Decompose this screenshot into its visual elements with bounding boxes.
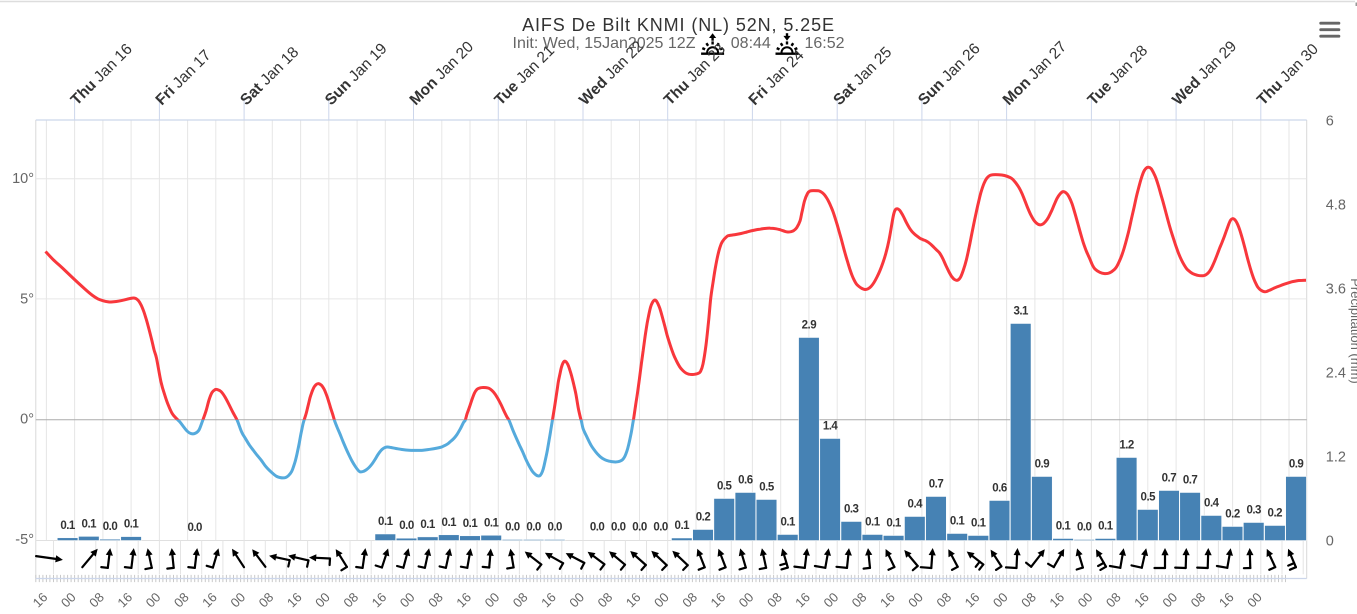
svg-text:16:52: 16:52	[804, 35, 844, 52]
svg-text:0.0: 0.0	[187, 522, 202, 534]
svg-text:0.6: 0.6	[992, 483, 1007, 495]
svg-text:0.0: 0.0	[526, 522, 541, 534]
svg-text:0.5: 0.5	[1141, 492, 1157, 504]
svg-text:0.7: 0.7	[929, 479, 944, 491]
svg-text:0.1: 0.1	[865, 517, 881, 529]
svg-text:3.1: 3.1	[1013, 306, 1029, 318]
svg-text:2.9: 2.9	[802, 320, 817, 332]
svg-text:0.1: 0.1	[675, 520, 691, 532]
svg-text:0.0: 0.0	[505, 522, 520, 534]
svg-text:0.3: 0.3	[1246, 505, 1261, 517]
svg-text:0.0: 0.0	[547, 522, 562, 534]
svg-text:0.2: 0.2	[1225, 509, 1240, 521]
svg-text:0.1: 0.1	[484, 517, 500, 529]
svg-text:0: 0	[1326, 534, 1334, 550]
svg-text:0.1: 0.1	[82, 518, 98, 530]
svg-text:0.1: 0.1	[463, 518, 479, 530]
svg-text:1.2: 1.2	[1326, 450, 1346, 466]
svg-text:0.0: 0.0	[590, 522, 605, 534]
svg-text:0.0: 0.0	[103, 521, 118, 533]
svg-text:0.0: 0.0	[399, 520, 414, 532]
svg-text:1.4: 1.4	[823, 421, 839, 433]
svg-text:Precipitation (mm): Precipitation (mm)	[1348, 278, 1357, 383]
svg-text:0.1: 0.1	[442, 517, 458, 529]
svg-text:4.8: 4.8	[1326, 198, 1346, 214]
svg-text:10°: 10°	[12, 171, 34, 187]
svg-text:08:44: 08:44	[731, 35, 771, 52]
svg-text:0.1: 0.1	[1056, 521, 1072, 533]
svg-text:0.2: 0.2	[696, 512, 711, 524]
svg-text:0.0: 0.0	[611, 522, 626, 534]
svg-text:0°: 0°	[20, 412, 34, 428]
svg-text:0.1: 0.1	[950, 516, 966, 528]
svg-text:0.1: 0.1	[1098, 521, 1114, 533]
svg-text:0.6: 0.6	[738, 475, 753, 487]
svg-text:0.1: 0.1	[886, 518, 902, 530]
svg-text:-5°: -5°	[15, 532, 34, 548]
svg-text:0.9: 0.9	[1289, 459, 1304, 471]
svg-text:0.1: 0.1	[124, 519, 140, 531]
svg-text:2.4: 2.4	[1326, 366, 1346, 382]
svg-text:0.5: 0.5	[759, 482, 775, 494]
svg-text:0.0: 0.0	[632, 522, 647, 534]
svg-text:0.1: 0.1	[378, 516, 394, 528]
svg-text:0.1: 0.1	[60, 520, 76, 532]
svg-text:AIFS De Bilt KNMI (NL) 52N, 5.: AIFS De Bilt KNMI (NL) 52N, 5.25E	[522, 15, 835, 35]
svg-text:0.0: 0.0	[1077, 522, 1092, 534]
svg-text:5°: 5°	[20, 291, 34, 307]
svg-text:0.4: 0.4	[1204, 498, 1220, 510]
svg-text:0.7: 0.7	[1183, 475, 1198, 487]
svg-text:0.1: 0.1	[780, 517, 796, 529]
svg-text:0.7: 0.7	[1162, 473, 1177, 485]
svg-text:6: 6	[1326, 114, 1334, 130]
svg-text:0.5: 0.5	[717, 481, 733, 493]
svg-text:0.4: 0.4	[908, 499, 924, 511]
svg-text:1.2: 1.2	[1119, 440, 1134, 452]
svg-text:Init: Wed, 15Jan2025 12Z: Init: Wed, 15Jan2025 12Z	[513, 35, 696, 52]
svg-text:0.2: 0.2	[1268, 508, 1283, 520]
svg-text:0.0: 0.0	[653, 522, 668, 534]
svg-text:3.6: 3.6	[1326, 282, 1346, 298]
svg-text:0.9: 0.9	[1035, 459, 1050, 471]
svg-text:0.1: 0.1	[971, 518, 987, 530]
svg-text:0.3: 0.3	[844, 504, 859, 516]
svg-text:0.1: 0.1	[420, 519, 436, 531]
